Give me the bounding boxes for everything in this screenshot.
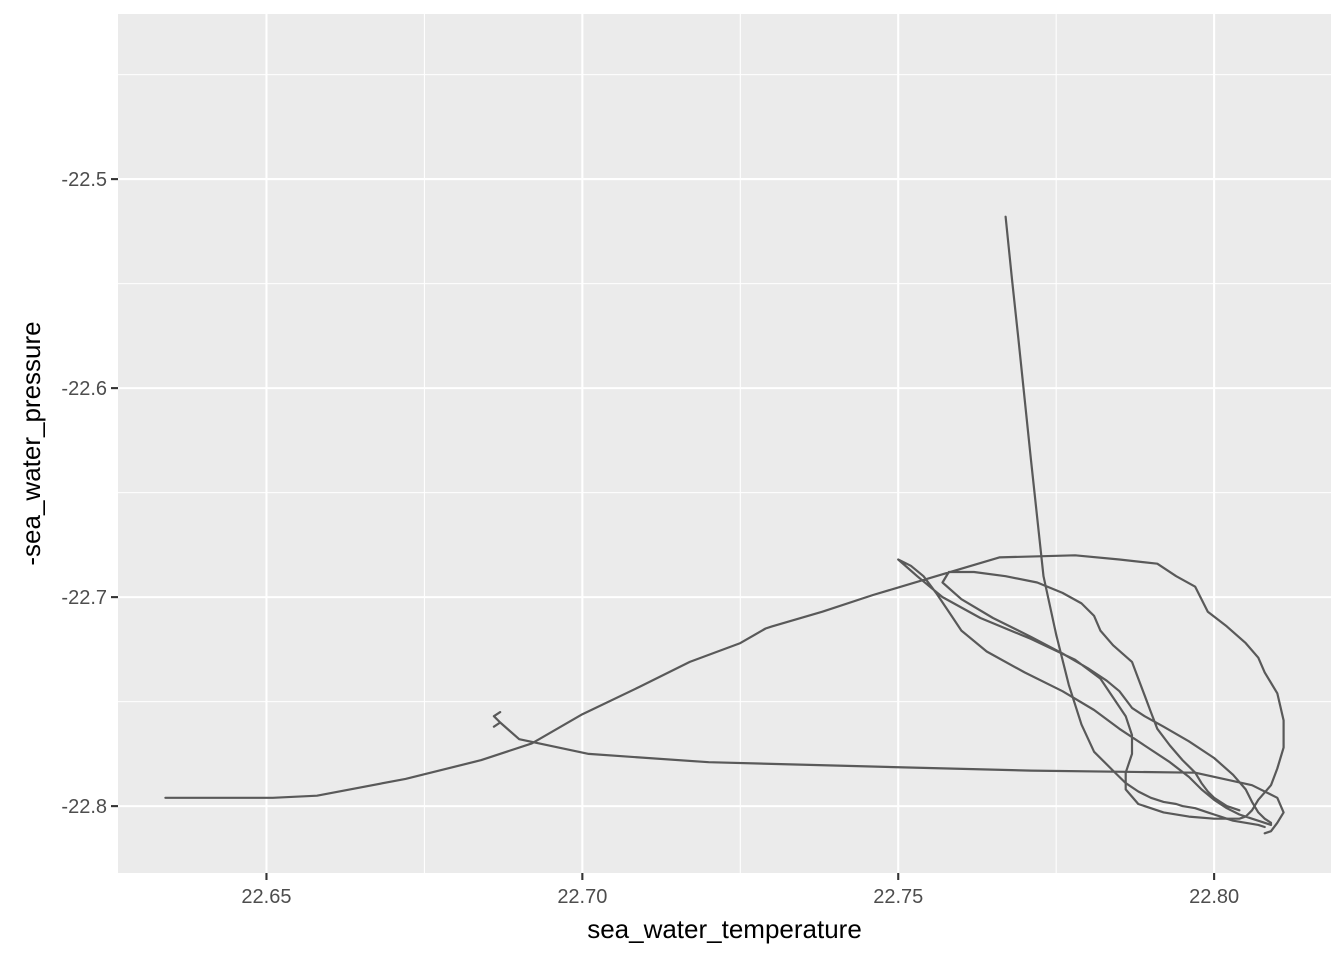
y-tick-label: -22.6 bbox=[61, 378, 107, 400]
series-line-2 bbox=[1004, 215, 1266, 829]
x-tick-label: 22.65 bbox=[241, 886, 291, 908]
y-axis-title: -sea_water_pressure bbox=[16, 321, 46, 565]
x-tick-label: 22.70 bbox=[557, 886, 607, 908]
y-tick-label: -22.7 bbox=[61, 587, 107, 609]
x-axis-title: sea_water_temperature bbox=[587, 914, 862, 944]
minor-gridlines-y bbox=[118, 74, 1331, 703]
minor-gridlines-x bbox=[423, 14, 1057, 873]
plot-panel bbox=[118, 14, 1331, 873]
y-tick-label: -22.8 bbox=[61, 796, 107, 818]
major-gridlines-y bbox=[118, 178, 1331, 808]
x-axis-ticks: 22.65 22.70 22.75 22.80 bbox=[241, 873, 1239, 908]
y-tick-label: -22.5 bbox=[61, 169, 107, 191]
data-lines bbox=[164, 215, 1285, 835]
series-line-3 bbox=[492, 710, 1285, 835]
major-gridlines-x bbox=[265, 14, 1216, 873]
x-tick-label: 22.80 bbox=[1189, 886, 1239, 908]
x-tick-label: 22.75 bbox=[873, 886, 923, 908]
y-axis-ticks: -22.5 -22.6 -22.7 -22.8 bbox=[61, 169, 118, 818]
